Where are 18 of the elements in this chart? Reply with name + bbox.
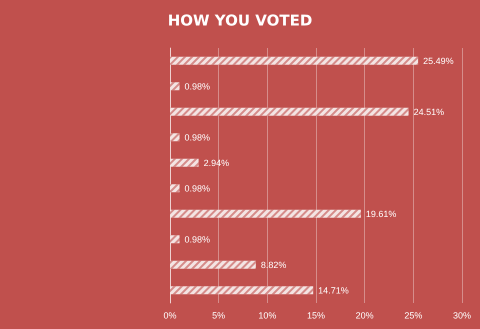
x-tick-label: 30% [452,310,472,320]
data-label: 0.98% [184,132,210,142]
data-label: 14.71% [318,285,349,296]
data-label: 0.98% [184,81,210,92]
x-tick-label: 25% [404,310,422,320]
x-tick-label: 5% [212,310,226,320]
x-tick-label: 10% [258,310,276,320]
data-label: 0.98% [184,183,210,194]
data-label: 19.61% [366,208,396,219]
data-label: 25.49% [423,56,454,66]
data-label: 24.51% [414,106,444,117]
x-tick-label: 15% [306,310,326,320]
data-label: 2.94% [204,158,230,168]
data-label: 0.98% [184,234,210,244]
x-tick-label: 20% [356,310,374,320]
chart-title: HOW YOU VOTED [168,12,312,30]
x-tick-label: 0% [163,310,177,320]
data-label: 8.82% [260,260,286,270]
